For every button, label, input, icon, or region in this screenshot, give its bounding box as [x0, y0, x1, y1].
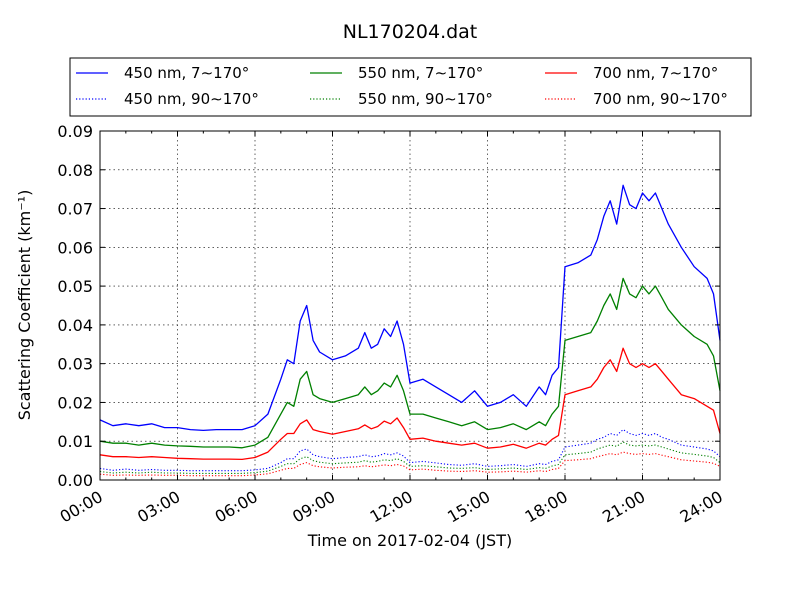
x-tick-label: 15:00 [444, 487, 493, 527]
y-tick-label: 0.06 [57, 238, 93, 257]
legend-label-2: 700 nm, 7∼170° [593, 64, 718, 82]
y-tick-label: 0.00 [57, 471, 93, 490]
x-tick-label: 03:00 [134, 487, 183, 527]
series-line-0 [99, 184, 721, 432]
y-tick-label: 0.07 [57, 200, 93, 219]
x-axis-label: Time on 2017-02-04 (JST) [307, 531, 512, 550]
legend-label-3: 450 nm, 90∼170° [124, 90, 259, 108]
y-tick-label: 0.08 [57, 161, 93, 180]
series-line-3 [99, 429, 721, 472]
x-tick-label: 24:00 [677, 487, 726, 527]
series-lines [99, 184, 721, 477]
grid [100, 131, 720, 480]
legend-label-4: 550 nm, 90∼170° [358, 90, 493, 108]
y-axis-label: Scattering Coefficient (km⁻¹) [15, 190, 34, 421]
y-tick-label: 0.04 [57, 316, 93, 335]
y-tick-label: 0.09 [57, 122, 93, 141]
chart-title: NL170204.dat [343, 21, 478, 43]
y-tick-label: 0.05 [57, 277, 93, 296]
x-tick-label: 18:00 [522, 487, 571, 527]
series-line-2 [99, 347, 721, 461]
series-line-1 [99, 277, 721, 449]
x-tick-label: 21:00 [599, 487, 648, 527]
legend-box [69, 57, 752, 117]
series-line-5 [99, 451, 721, 477]
y-tick-label: 0.02 [57, 393, 93, 412]
legend-label-5: 700 nm, 90∼170° [593, 90, 728, 108]
legend-label-0: 450 nm, 7∼170° [124, 64, 249, 82]
x-tick-label: 00:00 [57, 487, 106, 527]
plot-frame [99, 130, 721, 481]
legend-label-1: 550 nm, 7∼170° [358, 64, 483, 82]
x-tick-label: 06:00 [212, 487, 261, 527]
ticks [99, 130, 721, 481]
x-tick-labels: 00:00 03:00 06:00 09:00 12:00 15:00 18:00 21:00… [57, 487, 726, 527]
x-tick-label: 12:00 [367, 487, 416, 527]
x-tick-label: 09:00 [289, 487, 338, 527]
y-tick-labels: 0.00 0.01 0.02 0.03 0.04 0.05 0.06 0.07 0.08 0.09 [57, 122, 93, 490]
legend: 450 nm, 7∼170° 550 nm, 7∼170° 700 nm, 7∼17… [69, 57, 752, 117]
y-tick-label: 0.03 [57, 355, 93, 374]
series-line-4 [99, 441, 721, 474]
y-tick-label: 0.01 [57, 432, 93, 451]
